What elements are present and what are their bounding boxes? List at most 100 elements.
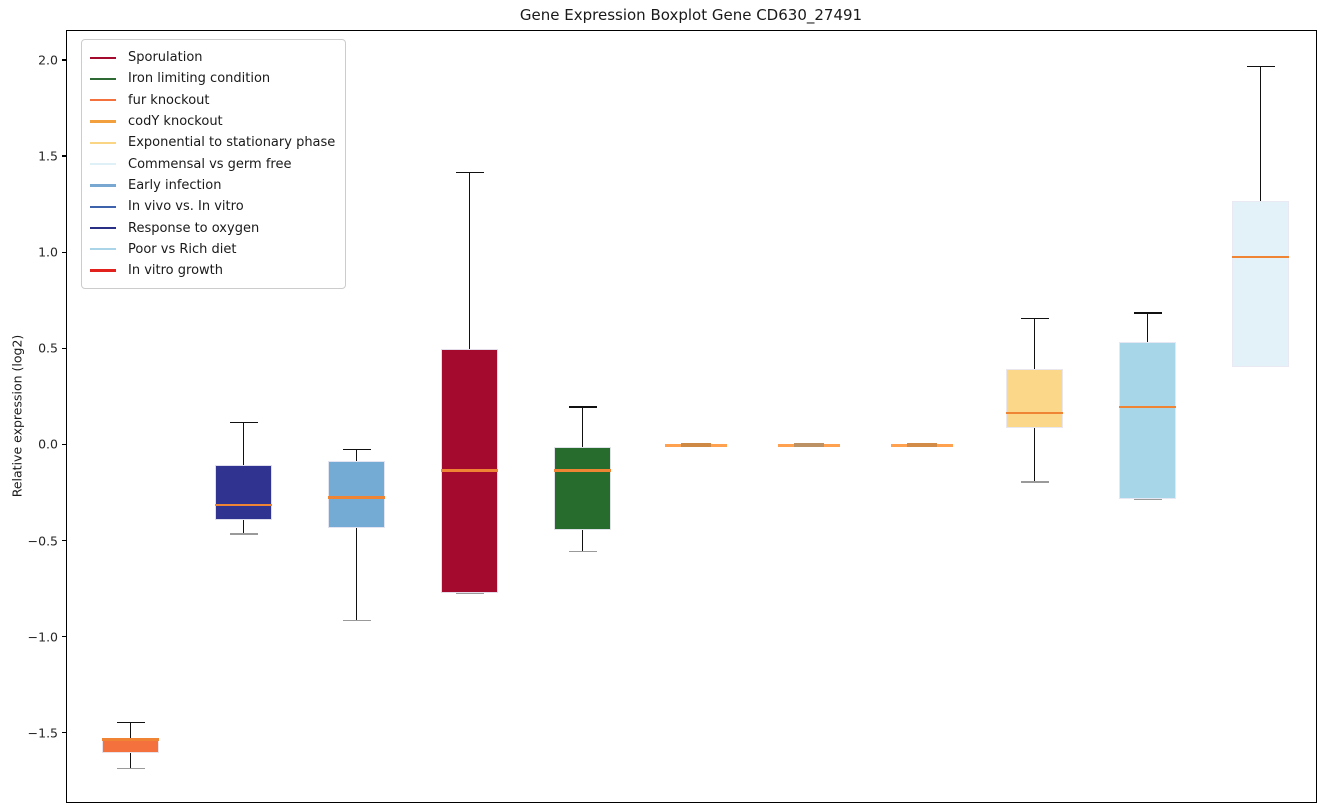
lower-cap-response-to-oxygen — [229, 533, 258, 535]
upper-cap-fur-knockout — [116, 721, 145, 723]
upper-cap-commensal-vs-germ-free — [1246, 66, 1275, 68]
lower-cap-exponential-to-stationary-phase — [1020, 481, 1049, 483]
lower-cap-sporulation — [455, 592, 484, 595]
lower-cap-iron-limiting-condition — [568, 550, 597, 552]
legend-item-iron-limiting-condition: Iron limiting condition — [90, 68, 335, 89]
legend-label-response-to-oxygen: Response to oxygen — [128, 220, 260, 236]
legend-swatch-in-vitro-growth — [90, 269, 116, 272]
flat-box-median-in-vitro-growth — [906, 443, 937, 448]
lower-whisker-exponential-to-stationary-phase — [1033, 428, 1036, 482]
legend-item-sporulation: Sporulation — [90, 47, 335, 68]
legend-swatch-commensal-vs-germ-free — [90, 162, 116, 166]
box-early-infection — [328, 460, 385, 529]
plot-area: Sporulation Iron limiting condition fur kn… — [66, 30, 1317, 803]
ytick-label: 2.0 — [38, 52, 58, 68]
ytick-label: 0.0 — [38, 436, 58, 452]
lower-cap-early-infection — [342, 619, 371, 622]
lower-whisker-iron-limiting-condition — [581, 530, 584, 552]
legend-item-response-to-oxygen: Response to oxygen — [90, 217, 335, 238]
upper-cap-iron-limiting-condition — [568, 406, 597, 408]
upper-whisker-iron-limiting-condition — [581, 407, 584, 448]
ytick-label: −1.0 — [27, 629, 58, 645]
lower-cap-fur-knockout — [116, 767, 145, 770]
median-fur-knockout — [102, 738, 159, 741]
upper-cap-early-infection — [342, 448, 371, 450]
legend-label-in-vivo-vs-in-vitro: In vivo vs. In vitro — [128, 199, 244, 215]
flat-box-median-cody-knockout — [680, 443, 711, 448]
legend-label-fur-knockout: fur knockout — [128, 92, 210, 108]
legend: Sporulation Iron limiting condition fur kn… — [81, 39, 347, 290]
box-iron-limiting-condition — [554, 447, 611, 531]
legend-item-cody-knockout: codY knockout — [90, 111, 335, 132]
lower-whisker-early-infection — [355, 528, 358, 621]
box-exponential-to-stationary-phase — [1006, 368, 1063, 429]
legend-label-early-infection: Early infection — [128, 177, 222, 193]
lower-cap-commensal-vs-germ-free — [1246, 366, 1275, 368]
legend-item-in-vivo-vs-in-vitro: In vivo vs. In vitro — [90, 196, 335, 217]
ytick-label: 1.0 — [38, 244, 58, 260]
legend-item-poor-vs-rich-diet: Poor vs Rich diet — [90, 239, 335, 260]
legend-swatch-exponential-to-stationary-phase — [90, 141, 116, 144]
legend-swatch-iron-limiting-condition — [90, 77, 116, 81]
legend-swatch-early-infection — [90, 184, 116, 187]
median-early-infection — [328, 496, 385, 499]
upper-cap-exponential-to-stationary-phase — [1020, 317, 1049, 320]
ytick-mark — [62, 636, 66, 638]
ytick-label: −1.5 — [27, 725, 58, 741]
upper-whisker-early-infection — [355, 449, 358, 461]
legend-swatch-in-vivo-vs-in-vitro — [90, 205, 116, 208]
ytick-label: 1.5 — [38, 148, 58, 164]
lower-whisker-fur-knockout — [129, 753, 132, 769]
box-response-to-oxygen — [215, 464, 272, 521]
legend-swatch-poor-vs-rich-diet — [90, 248, 116, 251]
ytick-mark — [62, 155, 66, 157]
ytick-label: −0.5 — [27, 533, 58, 549]
ytick-label: 0.5 — [38, 340, 58, 356]
legend-item-fur-knockout: fur knockout — [90, 90, 335, 111]
legend-swatch-fur-knockout — [90, 99, 116, 102]
box-fur-knockout — [102, 737, 159, 754]
upper-cap-sporulation — [455, 171, 484, 174]
median-response-to-oxygen — [215, 503, 272, 507]
box-poor-vs-rich-diet — [1119, 341, 1176, 500]
legend-label-cody-knockout: codY knockout — [128, 114, 223, 130]
median-iron-limiting-condition — [554, 469, 611, 472]
upper-whisker-poor-vs-rich-diet — [1146, 312, 1149, 342]
chart-title: Gene Expression Boxplot Gene CD630_27491 — [519, 6, 863, 24]
ytick-mark — [62, 732, 66, 734]
legend-label-poor-vs-rich-diet: Poor vs Rich diet — [128, 241, 237, 257]
ytick-mark — [62, 443, 66, 446]
flat-box-median-in-vivo-vs-in-vitro — [793, 443, 824, 448]
legend-swatch-sporulation — [90, 56, 116, 59]
upper-whisker-fur-knockout — [129, 722, 132, 738]
legend-item-in-vitro-growth: In vitro growth — [90, 260, 335, 281]
legend-swatch-cody-knockout — [90, 120, 116, 123]
upper-whisker-sporulation — [468, 172, 471, 350]
legend-label-in-vitro-growth: In vitro growth — [128, 263, 223, 279]
upper-whisker-commensal-vs-germ-free — [1259, 66, 1262, 202]
upper-whisker-response-to-oxygen — [242, 422, 245, 465]
legend-label-sporulation: Sporulation — [128, 50, 203, 66]
ytick-mark — [62, 251, 66, 253]
legend-label-commensal-vs-germ-free: Commensal vs germ free — [128, 156, 292, 172]
ytick-mark — [62, 347, 66, 349]
upper-cap-poor-vs-rich-diet — [1133, 312, 1162, 314]
box-commensal-vs-germ-free — [1232, 201, 1289, 367]
ytick-mark — [62, 539, 66, 542]
legend-label-iron-limiting-condition: Iron limiting condition — [128, 71, 271, 87]
upper-cap-response-to-oxygen — [229, 421, 258, 424]
median-commensal-vs-germ-free — [1232, 255, 1289, 259]
legend-label-exponential-to-stationary-phase: Exponential to stationary phase — [128, 135, 336, 151]
median-sporulation — [441, 469, 498, 472]
legend-swatch-response-to-oxygen — [90, 226, 116, 230]
legend-item-early-infection: Early infection — [90, 175, 335, 196]
ytick-mark — [62, 59, 66, 61]
upper-whisker-exponential-to-stationary-phase — [1033, 318, 1036, 369]
legend-item-exponential-to-stationary-phase: Exponential to stationary phase — [90, 132, 335, 153]
median-poor-vs-rich-diet — [1119, 405, 1176, 409]
lower-whisker-response-to-oxygen — [242, 520, 245, 534]
y-axis-label: Relative expression (log2) — [9, 334, 25, 498]
lower-cap-poor-vs-rich-diet — [1133, 498, 1162, 500]
legend-item-commensal-vs-germ-free: Commensal vs germ free — [90, 153, 335, 174]
